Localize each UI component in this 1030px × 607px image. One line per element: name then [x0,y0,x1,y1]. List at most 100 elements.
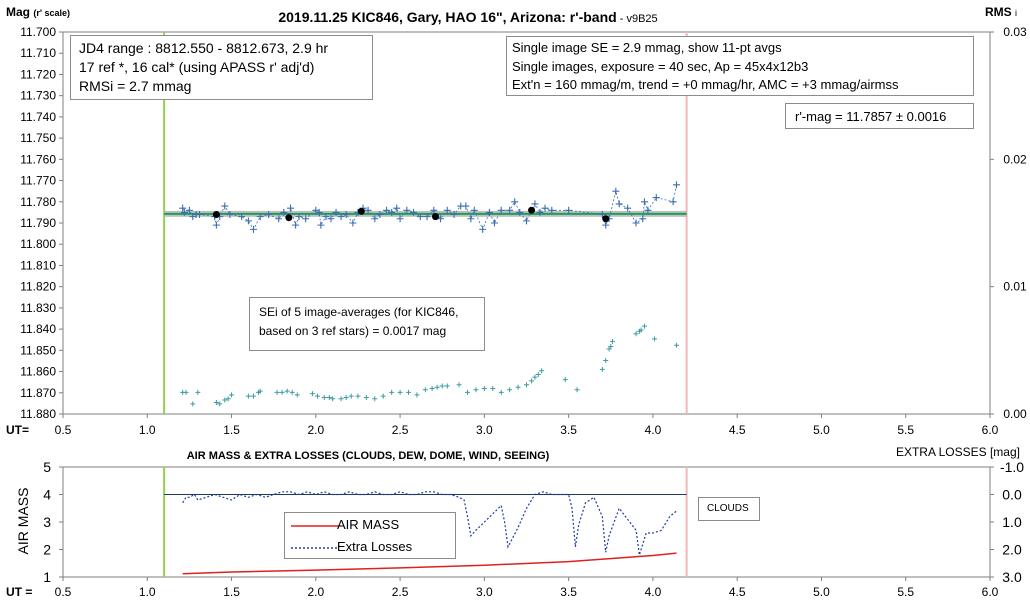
x-tick-label: 3.5 [560,423,577,437]
sei-line-2: based on 3 ref stars) = 0.0017 mag [259,324,447,338]
individual-point [624,204,632,212]
x-tick-label: 4.5 [729,423,746,437]
individual-point [342,211,350,219]
average-point [431,213,439,221]
rms-point [439,383,445,389]
individual-point [450,211,458,219]
individual-point [275,215,283,223]
individual-point [196,211,204,219]
rms-point [562,377,568,383]
clouds-label-box: CLOUDS [698,497,760,521]
rms-point [473,387,479,393]
individual-point [416,213,424,221]
individual-point [396,215,404,223]
rms-point [535,372,541,378]
individual-point [531,200,539,208]
rms-point [638,327,644,333]
rms-point [434,384,440,390]
x-tick-label: 2.5 [392,423,409,437]
rms-point [338,396,344,402]
x-tick-label: 1.0 [139,423,156,437]
rms-point [257,388,263,394]
rms-point [294,392,300,398]
svg-text:RMS i: RMS i [985,5,1017,19]
average-point [285,214,293,222]
rms-point [195,389,201,395]
x-tick-label: 5.5 [897,585,914,599]
y-tick-label: 5 [43,459,51,475]
individual-point [244,217,252,225]
rms-point [507,387,513,393]
settings-line-2: Single images, exposure = 40 sec, Ap = 4… [512,58,809,74]
individual-point [322,213,330,221]
y-tick-label: 11.790 [20,216,56,230]
y-tick-label: 4 [43,487,51,503]
individual-point [327,215,335,223]
rms-point [652,336,658,342]
x-tick-label: 3.5 [560,585,577,599]
rms-point [274,389,280,395]
legend-label-extra-losses: Extra Losses [337,539,413,554]
individual-point [317,221,325,229]
rms-point [355,393,361,399]
rms-point [422,387,428,393]
individual-series-line [182,184,677,231]
individual-point [632,219,640,227]
individual-point [221,202,229,210]
rms-point [222,397,228,403]
settings-box: Single image SE = 2.9 mmag, show 11-pt a… [506,36,974,96]
rms-point [289,389,295,395]
y-tick-label: 11.800 [20,237,56,251]
y-tick-label: 11.740 [20,110,56,124]
individual-point [516,208,524,216]
y2-tick-label: 0.03 [1003,25,1027,39]
average-point [528,206,536,214]
y-tick-label: 11.770 [20,174,56,188]
rms-point [599,366,605,372]
individual-point [179,204,187,212]
x-tick-label: 0.5 [55,423,72,437]
rms-point [481,386,487,392]
settings-line-1: Single image SE = 2.9 mmag, show 11-pt a… [512,40,782,55]
y-tick-label: 11.870 [20,386,56,400]
individual-point [644,206,652,214]
individual-point [180,208,188,216]
individual-point [541,204,549,212]
rms-point [532,374,538,380]
x-tick-label: 1.0 [139,585,156,599]
rms-point [641,323,647,329]
individual-point [371,215,379,223]
x-tick-label: 1.5 [223,585,240,599]
rms-point [217,401,223,407]
y-tick-label: 11.840 [20,322,56,336]
individual-point [265,211,273,219]
individual-point [485,208,493,216]
x-tick-label: 6.0 [982,585,999,599]
individual-point [598,211,606,219]
individual-point [249,225,257,233]
x-tick-label: 6.0 [982,423,999,437]
chart2-y-axis-label: AIR MASS [15,488,31,555]
info-line-2: 17 ref *, 16 cal* (using APASS r' adj'd) [79,59,315,75]
svg-text:Mag (r' scale): Mag (r' scale) [6,5,70,19]
y-tick-label: 11.860 [20,365,56,379]
individual-point [295,213,303,221]
individual-point [497,206,505,214]
clouds-label: CLOUDS [707,503,749,514]
individual-point [315,208,323,216]
individual-point [256,213,264,221]
x-tick-label: 4.0 [645,423,662,437]
plot2-frame [62,466,991,578]
settings-line-3: Ext'n = 160 mmag/m, trend = +0 mmag/hr, … [512,77,899,92]
average-point [357,207,365,215]
rms-point [284,388,290,394]
individual-point [511,198,519,206]
individual-point [364,206,372,214]
rms-point [380,393,386,399]
x-tick-label: 3.0 [476,423,493,437]
x-tick-label: 2.0 [307,585,324,599]
y2-tick-label: 1.0 [1002,514,1022,530]
info-line-3: RMSi = 2.7 mmag [79,78,192,94]
